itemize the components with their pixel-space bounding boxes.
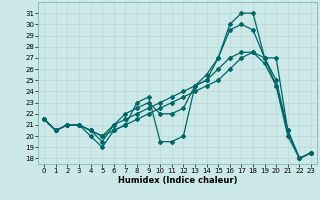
X-axis label: Humidex (Indice chaleur): Humidex (Indice chaleur) — [118, 176, 237, 185]
